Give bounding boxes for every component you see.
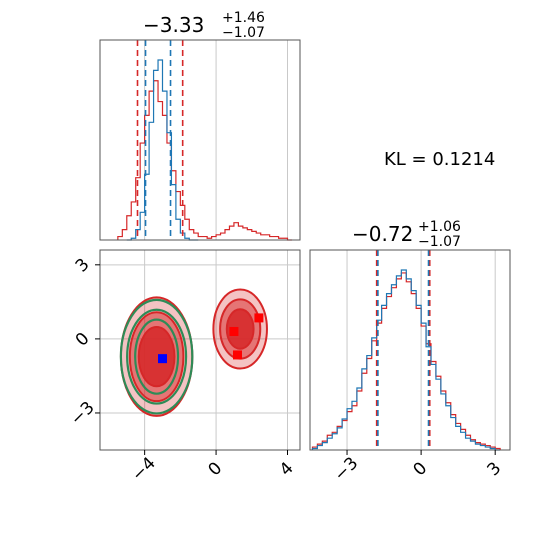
panel3-frame — [309, 249, 511, 451]
panel2-x-tick-label-1: 0 — [204, 458, 226, 480]
panel3-histogram-series-1 — [311, 269, 501, 451]
panel3-x-tick-label-1: 0 — [410, 458, 432, 480]
panel2-red-contour-mode0-level2 — [137, 326, 176, 388]
marginal-histogram-param-1 — [99, 39, 301, 241]
panel2-y-tick-label-0: −3 — [67, 398, 99, 430]
panel2-frame — [99, 249, 301, 451]
panel2-x-tick-label-0: −4 — [128, 453, 160, 485]
panel2-y-tick-label-1: 0 — [72, 329, 94, 351]
panel2-blue-contour-2 — [134, 318, 180, 395]
panel2-marker-2 — [233, 350, 242, 360]
kl-annotation: KL = 0.1214 — [384, 149, 495, 170]
panel1-histogram-series-0 — [117, 80, 292, 241]
panel2-y-tick-label-2: 3 — [72, 255, 94, 277]
panel3-x-tick-label-2: 3 — [484, 458, 506, 480]
marginal-histogram-param-2: −3 0 3 — [309, 249, 511, 485]
panel3-title-subscript: −1.07 — [418, 234, 461, 250]
panel2-x-tick-label-2: 4 — [276, 458, 298, 480]
panel2-marker-3 — [158, 354, 167, 364]
panel2-marker-0 — [229, 326, 239, 336]
panel2-red-contour-mode1-level2 — [225, 308, 255, 350]
panel2-blue-contour-0 — [119, 298, 194, 415]
panel3-title-main: −0.72 — [352, 222, 413, 246]
panel2-marker-1 — [254, 313, 264, 323]
panel3-histogram-series-0 — [311, 272, 501, 450]
panel1-frame — [99, 39, 301, 241]
panel1-title-main: −3.33 — [143, 13, 204, 37]
panel1-title-subscript: −1.07 — [222, 25, 265, 41]
panel1-title: −3.33 +1.46 −1.07 — [143, 10, 265, 41]
panel1-histogram-series-1 — [126, 59, 199, 241]
panel3-x-tick-label-0: −3 — [330, 453, 362, 485]
panel1-title-superscript: +1.46 — [222, 10, 265, 26]
panel3-title: −0.72 +1.06 −1.07 — [352, 219, 461, 250]
panel2-blue-contour-1 — [126, 308, 188, 405]
joint-contour-panel: −4 0 4 −3 0 3 — [67, 249, 301, 485]
panel3-title-superscript: +1.06 — [418, 219, 461, 235]
